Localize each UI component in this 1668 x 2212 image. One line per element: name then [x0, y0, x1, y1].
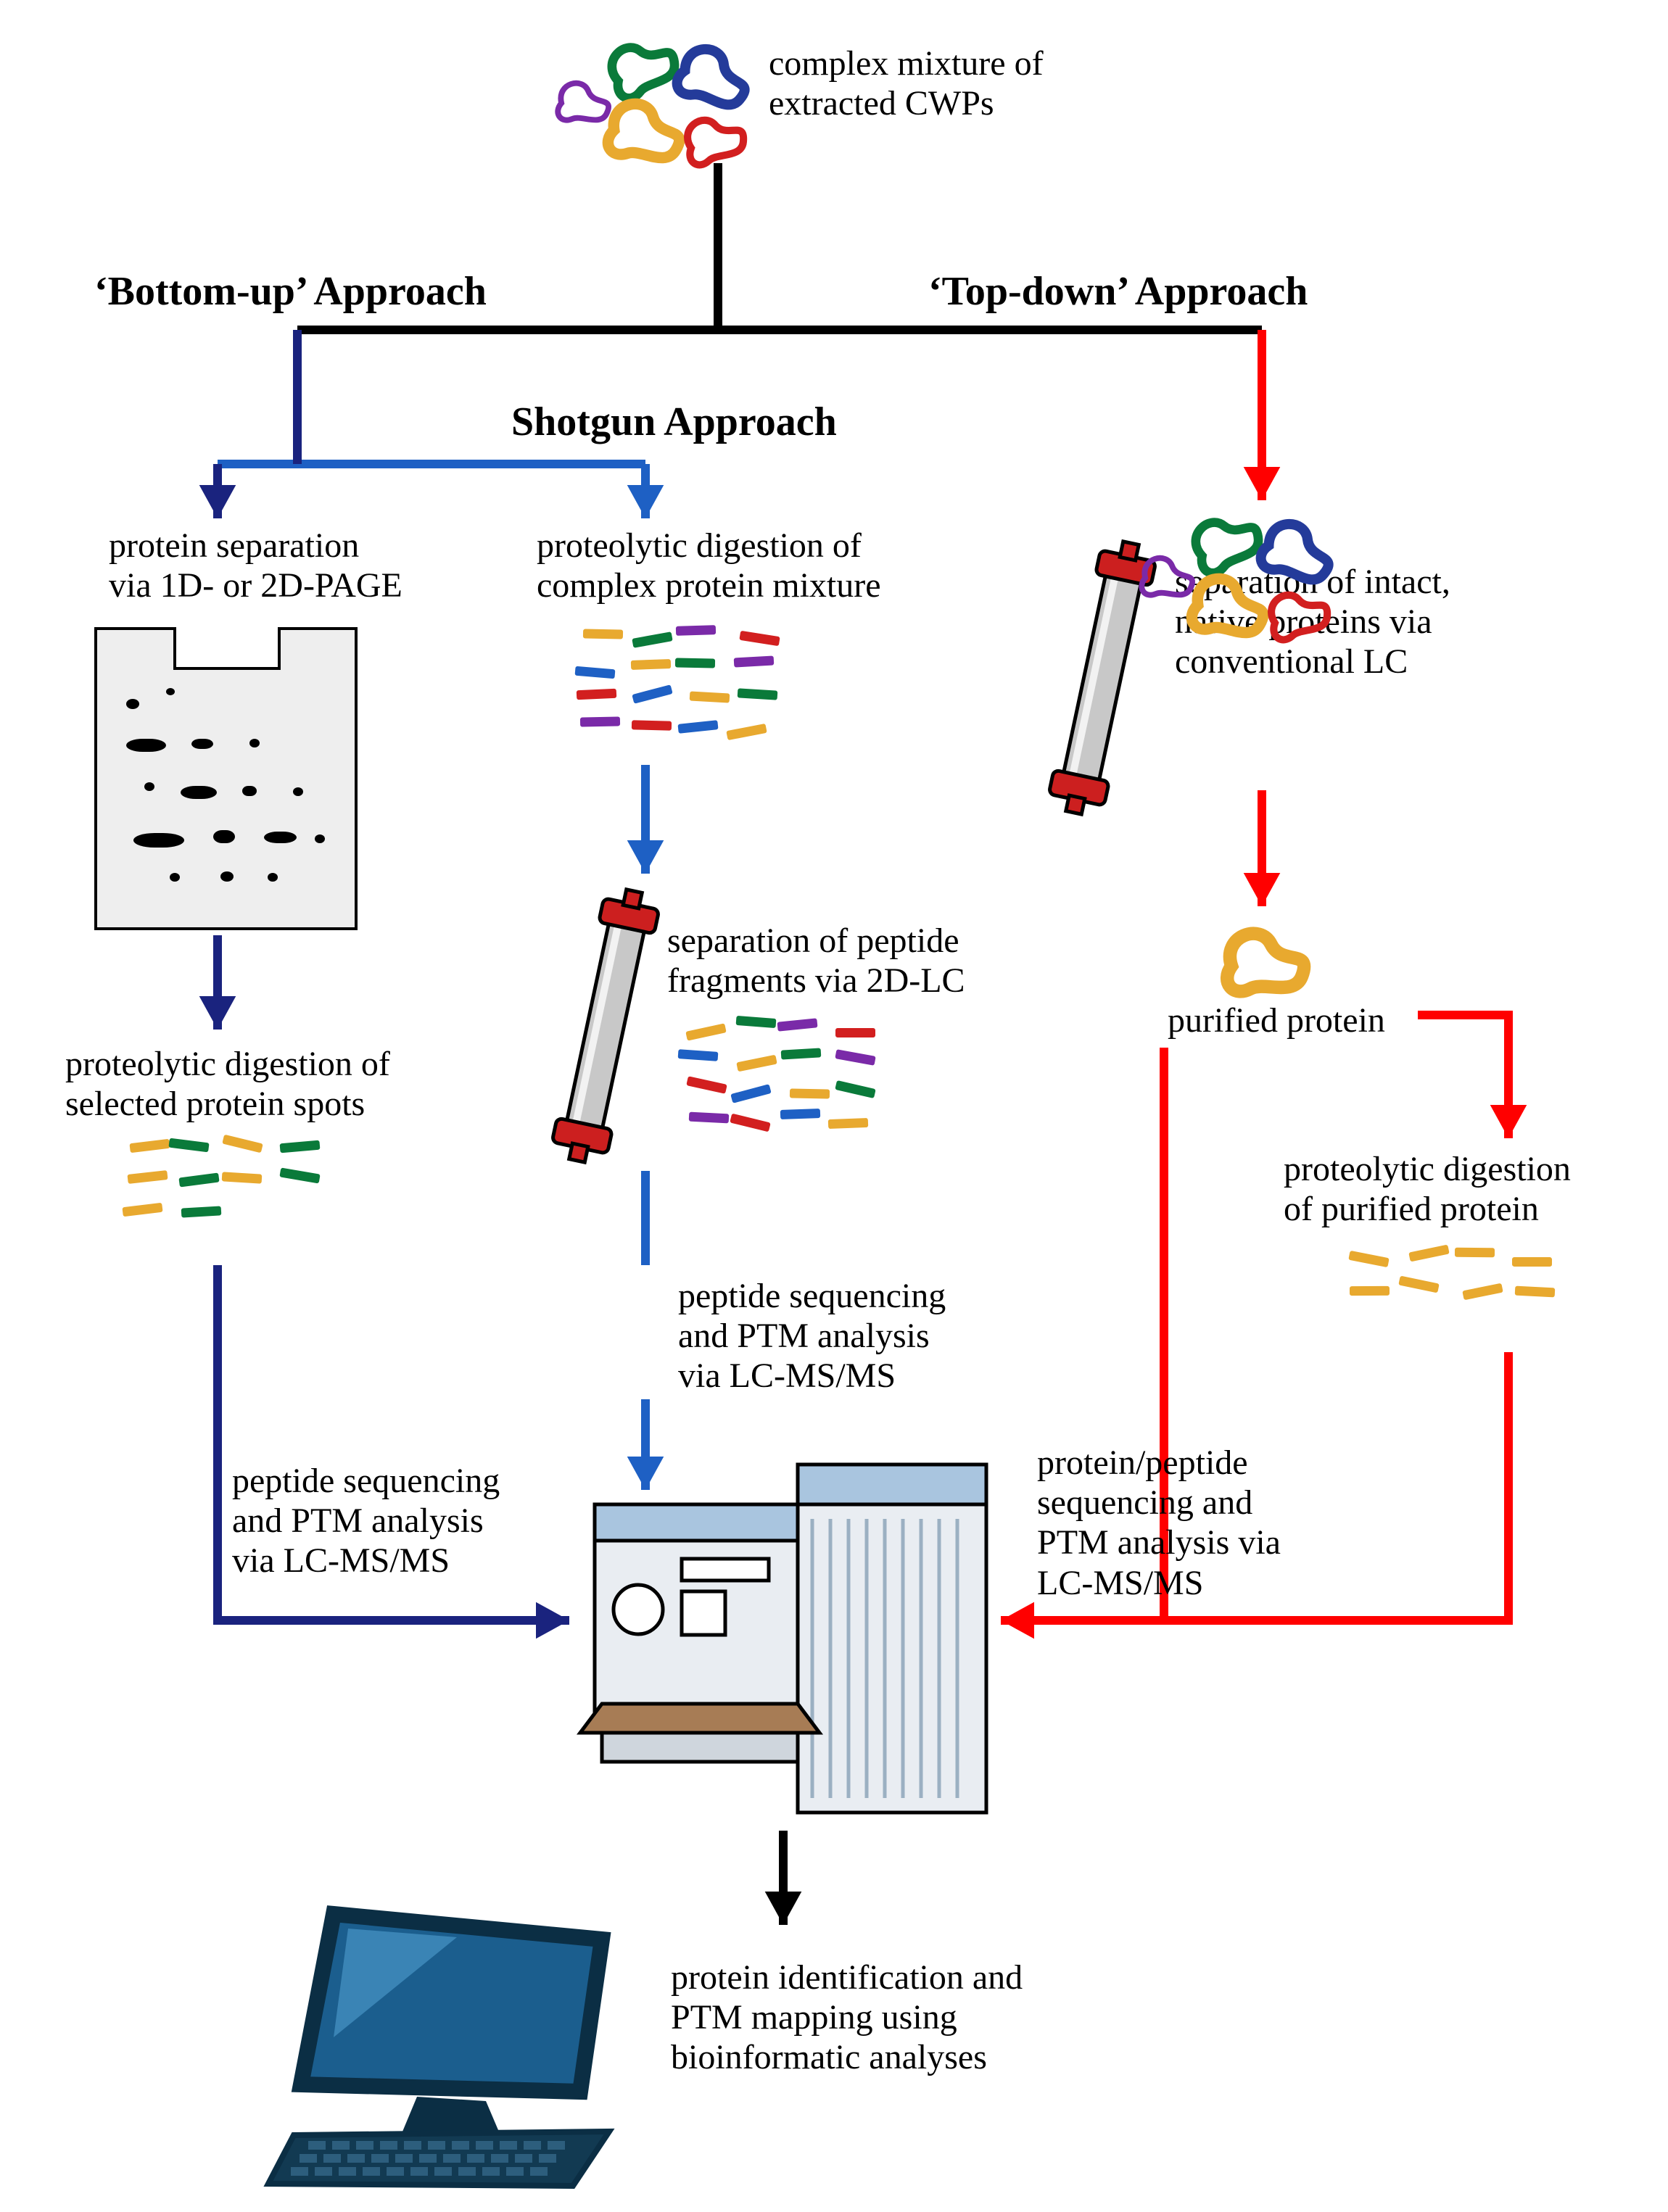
diagram-stage: complex mixture of extracted CWPs‘Bottom…	[0, 0, 1668, 2212]
squiggle-layer	[0, 0, 1668, 2212]
